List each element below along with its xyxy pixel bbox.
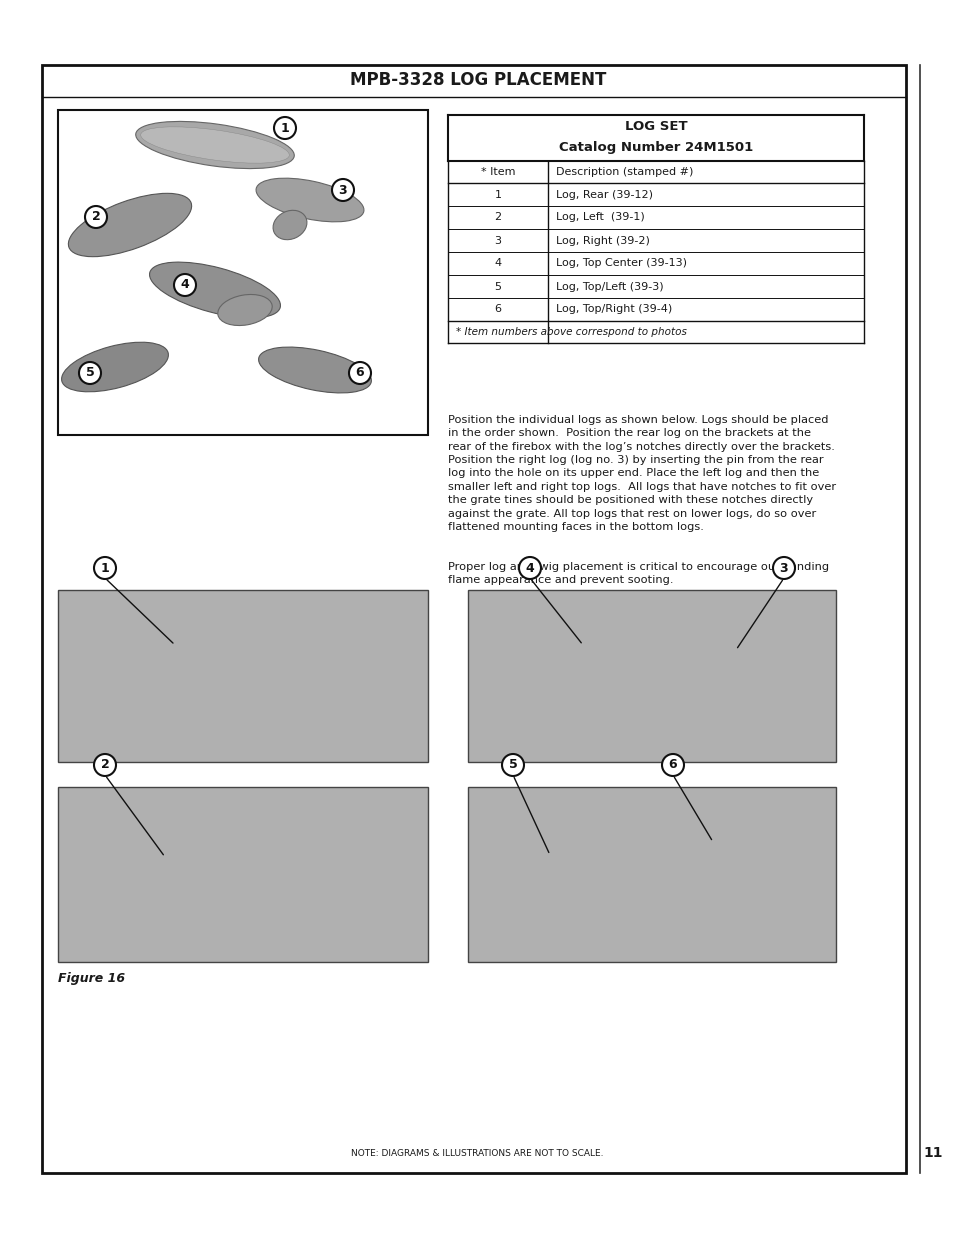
Bar <box>58 590 428 762</box>
Ellipse shape <box>258 347 371 393</box>
Ellipse shape <box>273 210 307 240</box>
Text: 1: 1 <box>280 121 289 135</box>
Circle shape <box>501 755 523 776</box>
Circle shape <box>94 557 116 579</box>
Ellipse shape <box>135 121 294 169</box>
Circle shape <box>173 274 195 296</box>
Text: MPB-3328 LOG PLACEMENT: MPB-3328 LOG PLACEMENT <box>350 70 605 89</box>
Text: Catalog Number 24M1501: Catalog Number 24M1501 <box>558 142 752 154</box>
Ellipse shape <box>140 127 289 163</box>
Bar <box>468 590 835 762</box>
Text: Proper log and twig placement is critical to encourage outstanding
flame appeara: Proper log and twig placement is critica… <box>448 562 828 585</box>
Text: Description (stamped #): Description (stamped #) <box>556 167 693 177</box>
Ellipse shape <box>62 342 169 391</box>
Bar <box>468 787 835 962</box>
Circle shape <box>85 206 107 228</box>
Text: Log, Top/Right (39-4): Log, Top/Right (39-4) <box>556 305 672 315</box>
Ellipse shape <box>150 262 280 317</box>
Ellipse shape <box>217 294 272 326</box>
Text: LOG SET: LOG SET <box>624 121 686 133</box>
Circle shape <box>79 362 101 384</box>
Text: 6: 6 <box>668 758 677 772</box>
Text: Log, Left  (39-1): Log, Left (39-1) <box>556 212 644 222</box>
Text: 3: 3 <box>494 236 501 246</box>
Ellipse shape <box>69 194 192 257</box>
Circle shape <box>332 179 354 201</box>
Text: 5: 5 <box>494 282 501 291</box>
Text: Position the individual logs as shown below. Logs should be placed
in the order : Position the individual logs as shown be… <box>448 415 835 532</box>
Text: NOTE: DIAGRAMS & ILLUSTRATIONS ARE NOT TO SCALE.: NOTE: DIAGRAMS & ILLUSTRATIONS ARE NOT T… <box>351 1149 602 1157</box>
Bar <box>42 65 905 1173</box>
Text: 4: 4 <box>180 279 190 291</box>
Text: 3: 3 <box>338 184 347 196</box>
Text: 2: 2 <box>91 210 100 224</box>
Text: 3: 3 <box>779 562 787 574</box>
Text: Log, Top Center (39-13): Log, Top Center (39-13) <box>556 258 686 268</box>
Ellipse shape <box>255 178 363 222</box>
Text: Figure 16: Figure 16 <box>58 972 125 986</box>
Circle shape <box>772 557 794 579</box>
Bar <box>58 110 428 435</box>
Text: Log, Top/Left (39-3): Log, Top/Left (39-3) <box>556 282 663 291</box>
Circle shape <box>94 755 116 776</box>
Bar <box>58 787 428 962</box>
Text: 6: 6 <box>494 305 501 315</box>
Text: 1: 1 <box>494 189 501 200</box>
Text: * Item numbers above correspond to photos: * Item numbers above correspond to photo… <box>456 327 686 337</box>
Text: 1: 1 <box>100 562 110 574</box>
Text: 4: 4 <box>494 258 501 268</box>
Text: 5: 5 <box>86 367 94 379</box>
Text: 4: 4 <box>525 562 534 574</box>
Circle shape <box>349 362 371 384</box>
Circle shape <box>518 557 540 579</box>
Text: 2: 2 <box>494 212 501 222</box>
Text: 5: 5 <box>508 758 517 772</box>
Circle shape <box>274 117 295 140</box>
Text: 11: 11 <box>923 1146 942 1160</box>
Text: 6: 6 <box>355 367 364 379</box>
Text: Log, Rear (39-12): Log, Rear (39-12) <box>556 189 652 200</box>
Circle shape <box>661 755 683 776</box>
Text: Log, Right (39-2): Log, Right (39-2) <box>556 236 649 246</box>
Text: * Item: * Item <box>480 167 515 177</box>
Text: 2: 2 <box>100 758 110 772</box>
